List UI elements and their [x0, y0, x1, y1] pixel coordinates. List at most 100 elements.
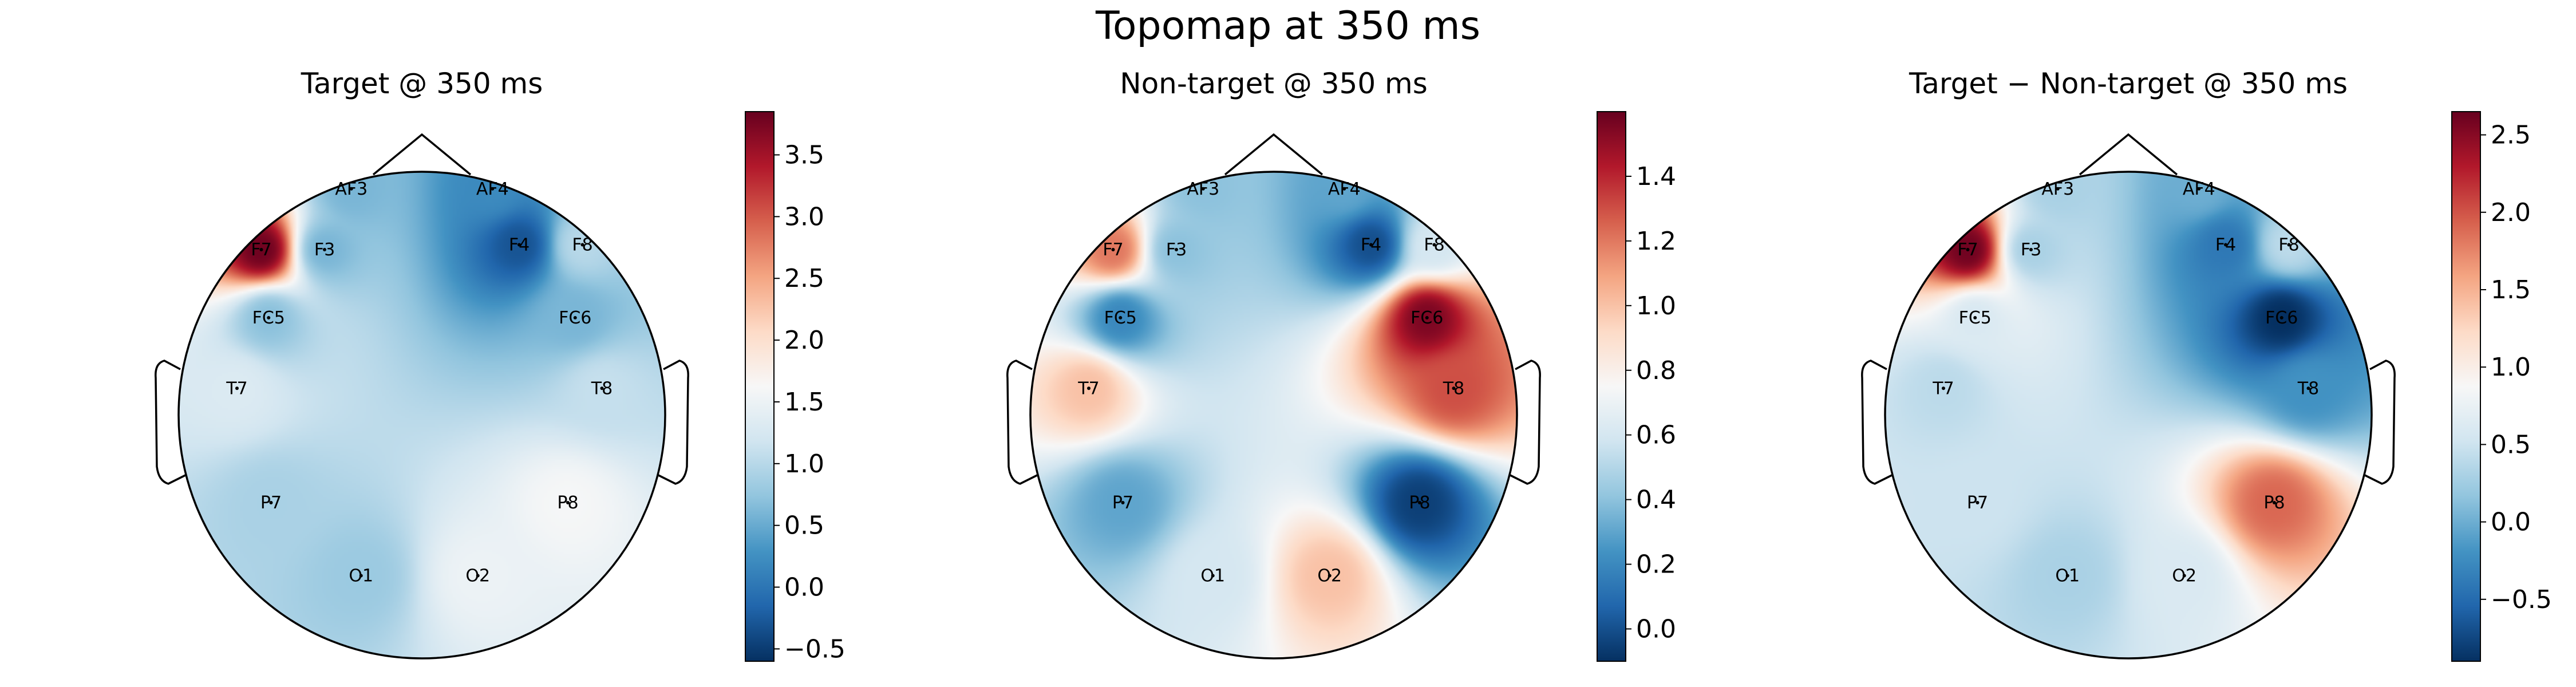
electrode-label-f7: F7	[1103, 240, 1123, 260]
panel-title: Target − Non-target @ 350 ms	[1909, 67, 2348, 100]
nose-outline	[2079, 133, 2178, 176]
electrode-label-o2: O2	[2172, 566, 2196, 586]
topomap-field	[179, 172, 665, 658]
topomap-panel-3: Target − Non-target @ 350 ms AF3 AF4 F7 F3 F4…	[1861, 67, 2552, 662]
left-ear-outline	[1006, 360, 1038, 485]
electrode-label-af3: AF3	[2041, 179, 2074, 199]
electrode-label-f4: F4	[2215, 235, 2236, 255]
electrode-o2	[2182, 574, 2186, 578]
electrode-label-af4: AF4	[476, 179, 509, 199]
electrode-f8	[580, 243, 584, 247]
electrode-label-af3: AF3	[1187, 179, 1219, 199]
colorbar-tick-label: 1.5	[784, 388, 824, 417]
electrode-label-af4: AF4	[2183, 179, 2215, 199]
colorbar-tick-label: 1.0	[1636, 291, 1676, 321]
electrode-fc6	[573, 316, 577, 319]
left-ear-outline	[155, 360, 186, 485]
right-ear-outline	[1510, 360, 1541, 485]
electrode-t7	[235, 386, 239, 390]
electrode-label-fc5: FC5	[252, 308, 285, 328]
colorbar-tick-label: 0.0	[784, 573, 824, 602]
electrode-fc5	[1973, 316, 1977, 319]
electrode-fc5	[1119, 316, 1123, 319]
colorbar	[1597, 112, 1626, 661]
colorbar-frame	[1597, 111, 1626, 662]
electrode-label-f4: F4	[1361, 235, 1381, 255]
electrode-f4	[517, 243, 521, 247]
electrode-label-fc6: FC6	[559, 308, 591, 328]
colorbar-frame	[2451, 111, 2481, 662]
colorbar-tick-label: 1.2	[1636, 227, 1676, 256]
electrode-label-f7: F7	[251, 240, 271, 260]
electrode-label-f8: F8	[2278, 235, 2299, 255]
colorbar-tick-label: 3.5	[784, 141, 824, 170]
electrode-label-af4: AF4	[1328, 179, 1361, 199]
electrode-label-fc5: FC5	[1104, 308, 1137, 328]
electrode-label-f3: F3	[314, 240, 335, 260]
electrode-af3	[349, 187, 353, 191]
nose-outline	[372, 133, 472, 176]
electrode-f8	[1432, 243, 1436, 247]
colorbar-tick-label: 0.0	[1636, 615, 1676, 644]
electrode-label-f8: F8	[1424, 235, 1444, 255]
left-ear-outline	[1861, 360, 1893, 485]
electrode-t7	[1087, 386, 1091, 390]
colorbar-tick-label: 1.4	[1636, 162, 1676, 191]
electrode-o1	[2065, 574, 2069, 578]
electrode-label-p7: P7	[1967, 493, 1988, 513]
electrode-f4	[2224, 243, 2227, 247]
electrode-f3	[1175, 248, 1178, 251]
head-outline	[177, 171, 666, 660]
electrode-label-t8: T8	[1443, 378, 1464, 398]
colorbar-tick-label: 2.5	[2491, 121, 2531, 150]
colorbar-tick-label: −0.5	[784, 634, 846, 664]
electrode-f7	[1966, 248, 1970, 251]
electrode-label-fc6: FC6	[1411, 308, 1443, 328]
electrode-t7	[1942, 386, 1945, 390]
electrode-fc6	[1425, 316, 1429, 319]
electrode-label-f7: F7	[1957, 240, 1978, 260]
panel-title: Target @ 350 ms	[301, 67, 543, 100]
electrode-p8	[2273, 501, 2276, 504]
electrode-f3	[323, 248, 326, 251]
colorbar-tick-label: 0.6	[1636, 421, 1676, 450]
electrode-af4	[2197, 187, 2201, 191]
electrode-label-p7: P7	[1112, 493, 1133, 513]
electrode-p7	[1121, 501, 1125, 504]
electrode-label-af3: AF3	[335, 179, 368, 199]
colorbar-tick-label: 1.5	[2491, 275, 2531, 305]
colorbar-tick-label: 0.4	[1636, 485, 1676, 515]
electrode-label-t7: T7	[1932, 378, 1954, 398]
electrode-p7	[1976, 501, 1980, 504]
electrode-label-o1: O1	[1200, 566, 1225, 586]
colorbar	[745, 112, 774, 661]
topomap-panel-1: Target @ 350 ms AF3 AF4 F7 F3 F4 F8 FC5 FC6 T7 T8 P…	[155, 67, 846, 664]
colorbar-tick-label: 0.5	[784, 511, 824, 540]
electrode-f7	[259, 248, 263, 251]
electrode-label-o1: O1	[349, 566, 373, 586]
electrode-f3	[2029, 248, 2033, 251]
electrode-label-fc5: FC5	[1959, 308, 1992, 328]
electrode-af4	[1342, 187, 1346, 191]
colorbar-tick-label: −0.5	[2491, 585, 2552, 614]
panel-title: Non-target @ 350 ms	[1120, 67, 1428, 100]
head-outline	[1884, 171, 2373, 660]
electrode-t8	[2306, 386, 2310, 390]
colorbar-frame	[745, 111, 775, 662]
topomap-panels: Target @ 350 ms AF3 AF4 F7 F3 F4 F8 FC5 FC6 T7 T8 P…	[155, 67, 2552, 664]
electrode-o2	[476, 574, 480, 578]
colorbar-tick-label: 3.0	[784, 202, 824, 231]
electrode-label-p8: P8	[557, 493, 578, 513]
electrode-label-f4: F4	[509, 235, 530, 255]
colorbar-tick-label: 2.5	[784, 264, 824, 293]
electrode-label-p8: P8	[1409, 493, 1430, 513]
electrode-label-p8: P8	[2263, 493, 2285, 513]
electrode-label-t8: T8	[591, 378, 613, 398]
electrode-p7	[269, 501, 273, 504]
electrode-label-f3: F3	[1166, 240, 1187, 260]
electrode-f8	[2287, 243, 2291, 247]
electrode-p8	[1418, 501, 1421, 504]
electrode-label-t7: T7	[1077, 378, 1099, 398]
electrode-af3	[2056, 187, 2060, 191]
topomap-field	[1030, 172, 1517, 658]
